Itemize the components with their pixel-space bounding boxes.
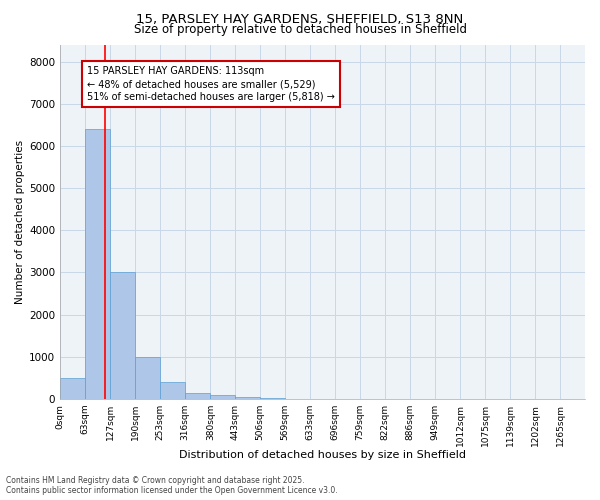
Text: 15, PARSLEY HAY GARDENS, SHEFFIELD, S13 8NN: 15, PARSLEY HAY GARDENS, SHEFFIELD, S13 … xyxy=(136,12,464,26)
Bar xyxy=(260,398,285,399)
Text: Contains HM Land Registry data © Crown copyright and database right 2025.
Contai: Contains HM Land Registry data © Crown c… xyxy=(6,476,338,495)
Bar xyxy=(60,378,85,399)
Bar xyxy=(135,356,160,399)
Bar xyxy=(235,396,260,399)
Bar xyxy=(185,392,210,399)
X-axis label: Distribution of detached houses by size in Sheffield: Distribution of detached houses by size … xyxy=(179,450,466,460)
Y-axis label: Number of detached properties: Number of detached properties xyxy=(15,140,25,304)
Bar xyxy=(211,394,235,399)
Text: 15 PARSLEY HAY GARDENS: 113sqm
← 48% of detached houses are smaller (5,529)
51% : 15 PARSLEY HAY GARDENS: 113sqm ← 48% of … xyxy=(87,66,335,102)
Bar xyxy=(160,382,185,399)
Bar xyxy=(85,129,110,399)
Text: Size of property relative to detached houses in Sheffield: Size of property relative to detached ho… xyxy=(133,22,467,36)
Bar xyxy=(110,272,135,399)
